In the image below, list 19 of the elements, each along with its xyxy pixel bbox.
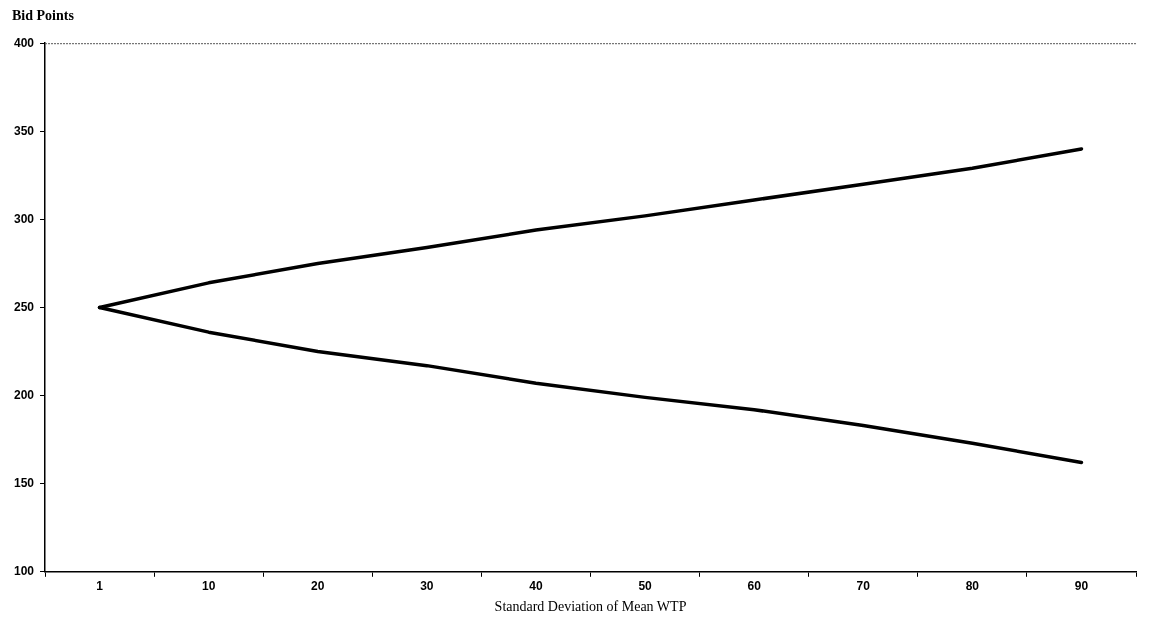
y-tick-label: 300 [13,211,35,226]
x-tick-label: 60 [747,579,762,594]
x-tick-label: 40 [529,579,543,594]
x-tick-label: 10 [201,579,216,594]
x-axis-title: Standard Deviation of Mean WTP [494,599,687,615]
y-tick-label: 200 [13,387,35,402]
y-tick-label: 350 [13,123,35,138]
x-tick-label: 30 [420,579,434,594]
x-tick-label: 90 [1074,579,1089,594]
y-tick-label: 400 [13,35,35,50]
x-tick-label: 20 [311,579,325,594]
x-tick-label: 80 [965,579,980,594]
x-tick-label: 50 [638,579,653,594]
x-tick-label: 70 [856,579,871,594]
x-tick-label: 1 [96,579,104,594]
y-axis-title: Bid Points [12,8,75,25]
y-tick-label: 250 [13,299,35,314]
y-tick-label: 100 [13,564,35,579]
y-tick-label: 150 [13,476,35,491]
